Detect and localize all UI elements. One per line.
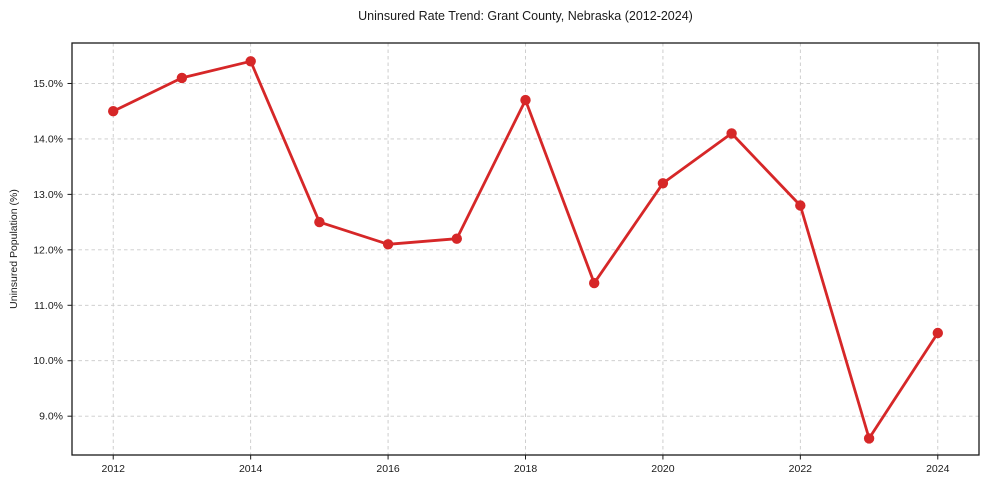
data-point-marker [726,128,737,139]
y-tick-label: 13.0% [33,189,63,201]
x-tick-label: 2024 [926,463,950,475]
data-point-marker [382,239,394,250]
y-tick-label: 14.0% [33,133,63,145]
x-tick-label: 2018 [514,463,538,475]
data-point-marker [657,178,669,189]
x-tick-label: 2022 [789,463,813,475]
data-point-marker [795,200,806,211]
data-point-marker [176,72,188,84]
data-point-marker [108,106,119,117]
x-tick-label: 2016 [376,463,400,475]
y-tick-label: 11.0% [34,300,63,312]
y-tick-label: 15.0% [33,78,63,90]
x-tick-label: 2012 [102,463,126,475]
data-point-marker [589,277,600,289]
chart-title: Uninsured Rate Trend: Grant County, Nebr… [358,9,693,23]
data-point-marker [451,233,462,244]
y-tick-label: 12.0% [33,244,63,256]
x-tick-label: 2020 [651,463,675,475]
y-tick-label: 10.0% [33,355,63,367]
data-point-marker [245,56,256,67]
data-point-marker [863,433,875,444]
data-point-marker [314,216,325,228]
data-point-marker [520,94,531,106]
y-tick-label: 9.0% [39,411,63,423]
data-point-marker [932,327,943,339]
x-tick-label: 2014 [239,463,263,475]
